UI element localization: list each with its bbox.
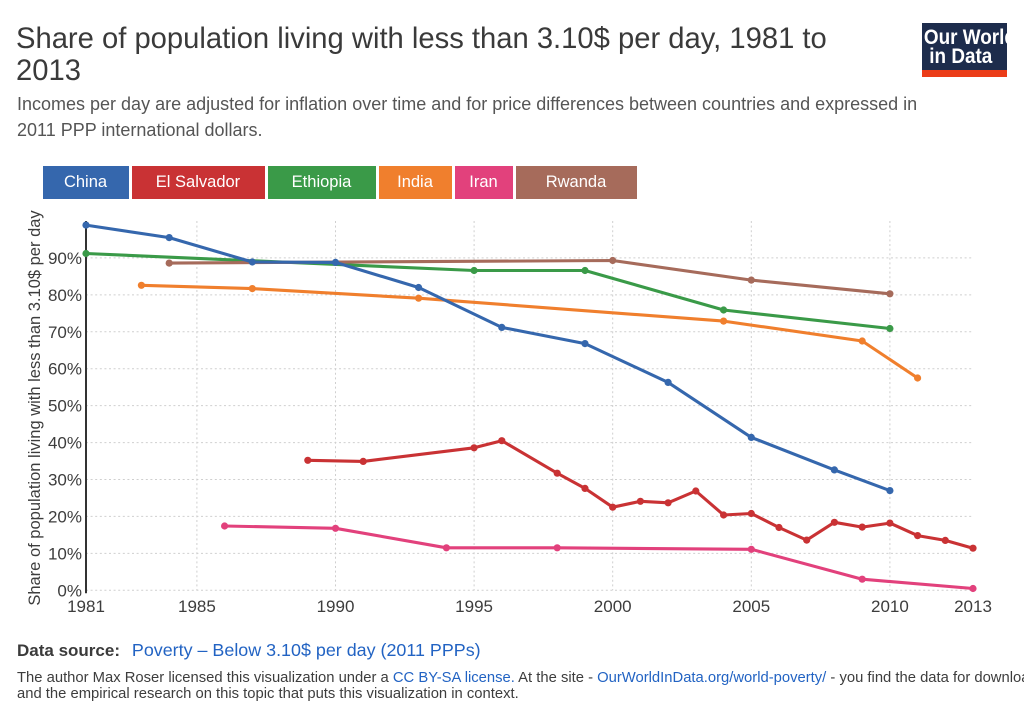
svg-text:10%: 10% <box>48 544 82 563</box>
svg-text:1985: 1985 <box>178 597 216 616</box>
svg-text:40%: 40% <box>48 434 82 453</box>
svg-text:2013: 2013 <box>954 597 992 616</box>
svg-text:Share of population living wit: Share of population living with less tha… <box>26 210 44 606</box>
svg-text:1990: 1990 <box>317 597 355 616</box>
svg-text:2005: 2005 <box>732 597 770 616</box>
svg-text:50%: 50% <box>48 397 82 416</box>
svg-text:2010: 2010 <box>871 597 909 616</box>
svg-text:1995: 1995 <box>455 597 493 616</box>
svg-text:30%: 30% <box>48 471 82 490</box>
svg-text:0%: 0% <box>57 581 82 600</box>
svg-text:90%: 90% <box>48 249 82 268</box>
svg-text:70%: 70% <box>48 323 82 342</box>
svg-text:20%: 20% <box>48 507 82 526</box>
svg-text:1981: 1981 <box>67 597 105 616</box>
svg-text:80%: 80% <box>48 286 82 305</box>
svg-text:60%: 60% <box>48 360 82 379</box>
svg-text:2000: 2000 <box>594 597 632 616</box>
